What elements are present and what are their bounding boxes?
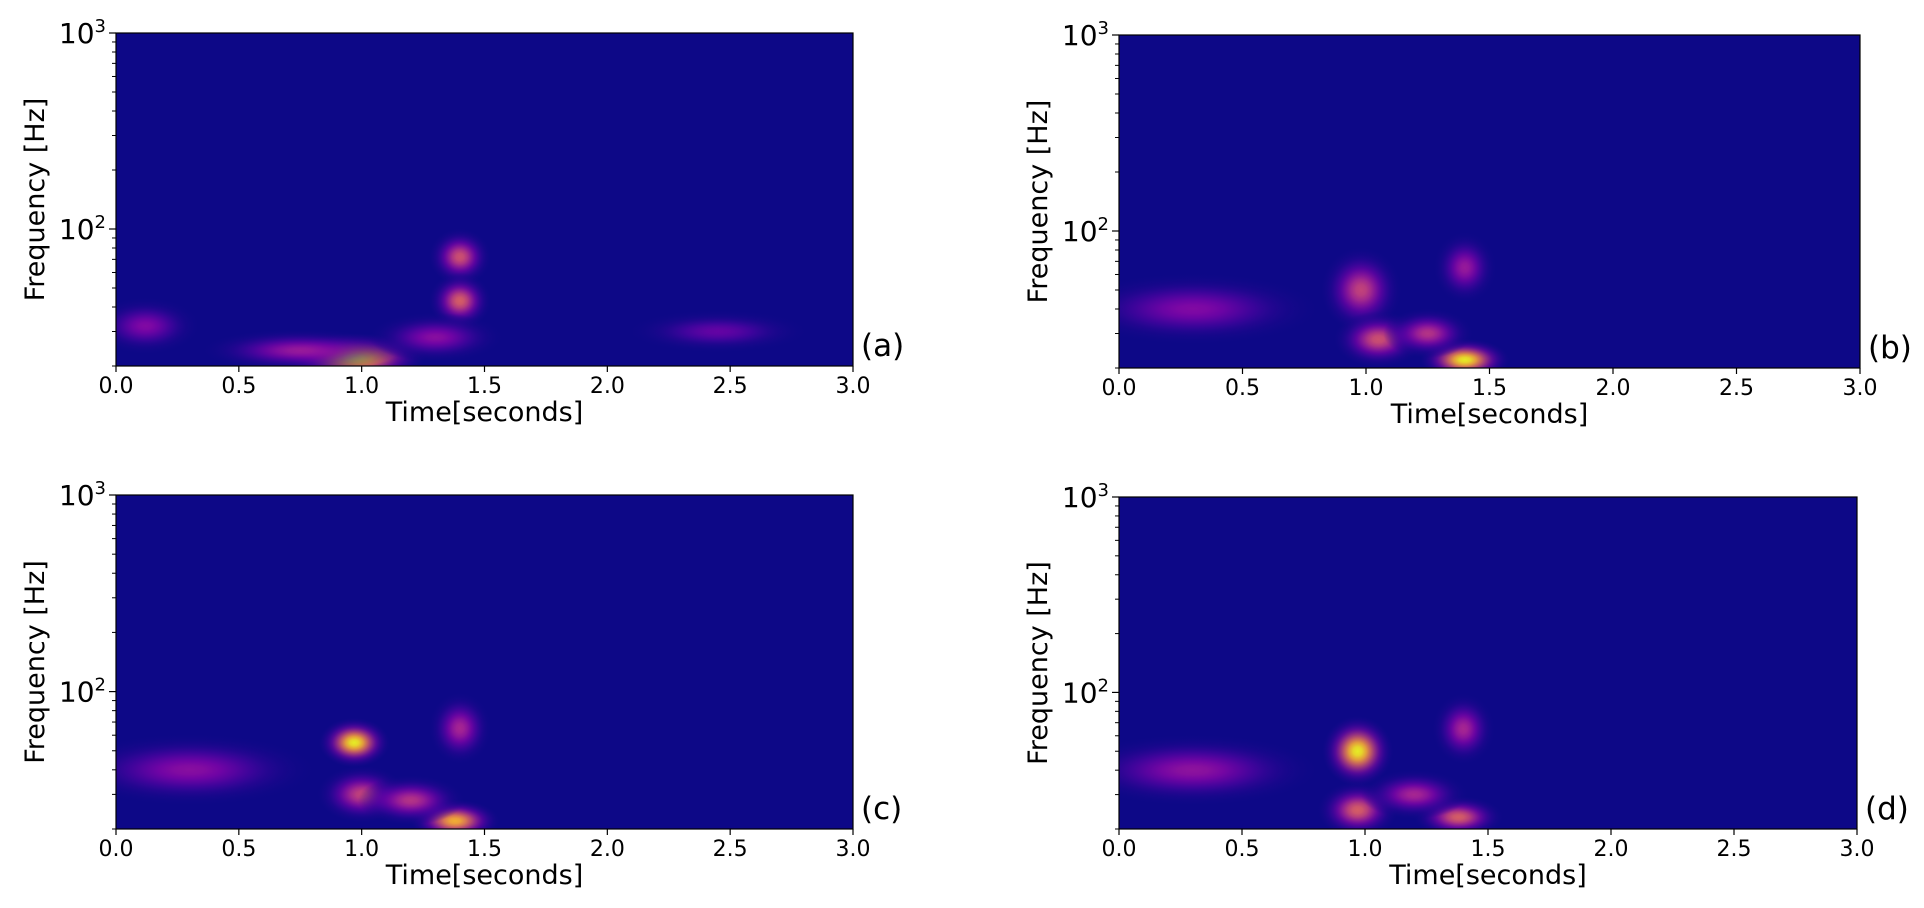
energy-blob: [1322, 716, 1394, 787]
energy-blob: [357, 775, 464, 826]
energy-blob: [1119, 273, 1318, 345]
x-tick-label: 2.5: [1719, 376, 1754, 401]
energy-blob: [1321, 247, 1402, 333]
energy-blob: [1432, 693, 1495, 765]
y-axis-label: Frequency [Hz]: [1023, 100, 1054, 304]
x-axis-label: Time[seconds]: [1390, 399, 1589, 430]
x-tick-label: 1.0: [344, 374, 379, 399]
heatmap-energy: [1119, 232, 1510, 368]
x-axis-label: Time[seconds]: [385, 397, 584, 428]
energy-blob: [202, 329, 398, 366]
x-tick-label: 1.0: [1349, 376, 1384, 401]
panel-label: (c): [861, 791, 902, 827]
x-tick-label: 3.0: [836, 837, 871, 862]
heatmap-energy: [116, 692, 500, 829]
x-tick-label: 0.0: [99, 374, 134, 399]
y-axis-label: Frequency [Hz]: [20, 560, 51, 764]
spectrogram-panel-b: 0.0 0.5 1.0 1.5 2.0 2.5 3.0 102 103 Time[seconds]…: [1023, 18, 1912, 430]
x-axis-label: Time[seconds]: [1388, 860, 1587, 891]
x-tick-label: 1.5: [467, 374, 502, 399]
y-tick-label: 103: [1062, 480, 1109, 514]
x-tick-label: 0.0: [1102, 376, 1137, 401]
x-tick-label: 1.0: [1348, 837, 1383, 862]
energy-blob: [1119, 735, 1317, 806]
spectrogram-panel-a: 0.0 0.5 1.0 1.5 2.0 2.5 3.0 102 103 Time[seconds]…: [20, 16, 904, 428]
y-tick-label: 102: [1062, 675, 1109, 709]
x-axis-label: Time[seconds]: [385, 860, 584, 891]
x-tick-label: 3.0: [1840, 837, 1875, 862]
panel-label: (b): [1868, 330, 1912, 366]
y-tick-label: 103: [1062, 18, 1109, 52]
x-tick-label: 2.5: [713, 374, 748, 399]
x-tick-label: 2.0: [1594, 837, 1629, 862]
heatmap-energy: [116, 228, 807, 366]
y-tick-label: 102: [59, 675, 106, 709]
x-tick-label: 2.0: [590, 837, 625, 862]
energy-blob: [116, 297, 199, 355]
y-tick-label: 103: [59, 16, 106, 50]
heatmap-energy: [1119, 693, 1503, 829]
x-tick-label: 2.0: [590, 374, 625, 399]
energy-blob: [116, 734, 314, 806]
y-axis-label: Frequency [Hz]: [20, 98, 51, 302]
x-tick-label: 1.5: [1472, 376, 1507, 401]
spectrogram-panel-d: 0.0 0.5 1.0 1.5 2.0 2.5 3.0 102 103 Time[seconds]…: [1023, 480, 1909, 891]
energy-blob: [1383, 308, 1473, 359]
y-tick-label: 102: [59, 212, 106, 246]
x-tick-label: 2.0: [1596, 376, 1631, 401]
energy-blob: [1361, 769, 1468, 820]
x-tick-label: 0.5: [1225, 376, 1260, 401]
y-axis-label: Frequency [Hz]: [1023, 561, 1054, 765]
x-tick-label: 2.5: [1717, 837, 1752, 862]
energy-blob: [1433, 232, 1496, 303]
panel-label: (a): [861, 328, 904, 364]
y-tick-label: 103: [59, 478, 106, 512]
energy-blob: [318, 717, 390, 768]
x-tick-label: 3.0: [1843, 376, 1878, 401]
energy-blob: [428, 228, 491, 286]
x-tick-label: 0.5: [221, 374, 256, 399]
spectrogram-panel-c: 0.0 0.5 1.0 1.5 2.0 2.5 3.0 102 103 Time[seconds]…: [20, 478, 902, 891]
x-tick-label: 0.5: [1225, 837, 1260, 862]
x-tick-label: 1.5: [467, 837, 502, 862]
energy-blob: [369, 312, 502, 363]
energy-blob: [629, 310, 807, 353]
x-tick-label: 1.5: [1471, 837, 1506, 862]
x-tick-label: 1.0: [344, 837, 379, 862]
x-tick-label: 3.0: [836, 374, 871, 399]
energy-blob: [428, 692, 491, 764]
x-tick-label: 0.0: [1102, 837, 1137, 862]
y-tick-label: 102: [1062, 214, 1109, 248]
x-tick-label: 0.5: [221, 837, 256, 862]
x-tick-label: 0.0: [99, 837, 134, 862]
panel-label: (d): [1865, 791, 1909, 827]
x-tick-label: 2.5: [713, 837, 748, 862]
